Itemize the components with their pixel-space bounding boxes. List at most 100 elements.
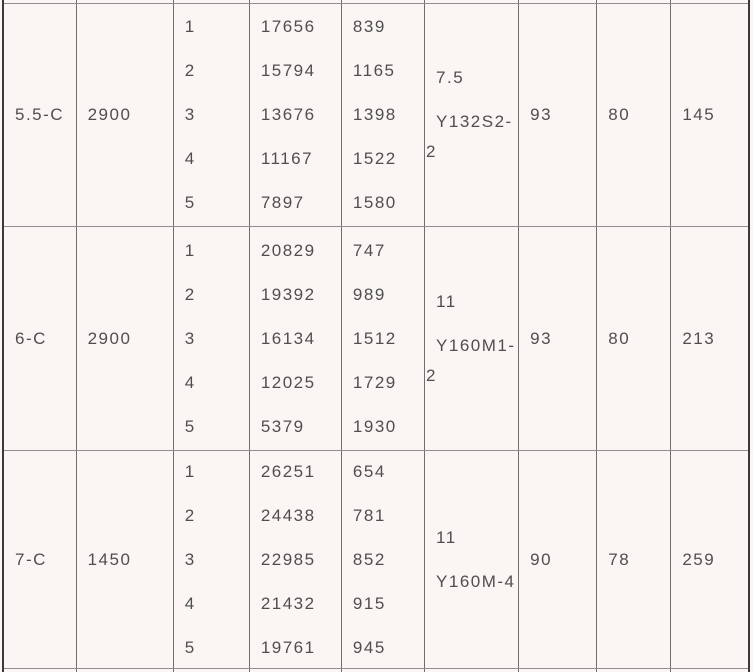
cell-line: 945 <box>352 637 386 657</box>
cell-line: 4 <box>184 149 196 168</box>
cell-line: 1930 <box>352 416 397 436</box>
cell-line: 4 <box>184 372 196 392</box>
cell-line: 2 <box>184 61 196 80</box>
speed-value: 2900 <box>87 105 132 124</box>
table-row: 5.5-C 2900 1 2 3 4 5 17656 15794 13676 1… <box>2 3 750 227</box>
table-cell <box>172 668 250 672</box>
cell-line: 1 <box>184 240 196 260</box>
point-number-cell: 1 2 3 4 5 <box>172 3 250 227</box>
cell-line: 2 <box>184 505 196 525</box>
motor-power: 11 <box>436 527 457 547</box>
values-b-cell: 747 989 1512 1729 1930 <box>340 226 426 451</box>
cell-line: 12025 <box>260 372 316 392</box>
model-cell: 6-C <box>2 226 77 451</box>
model-value: 5.5-C <box>15 105 65 124</box>
cell-line: 213 <box>682 328 716 348</box>
table-cell <box>518 668 598 672</box>
speed-cell: 2900 <box>75 3 174 227</box>
motor-model: Y160M-4 <box>436 571 516 591</box>
cell-line: 915 <box>352 593 386 613</box>
cell-line: 19761 <box>260 637 316 657</box>
cell-line: 852 <box>352 549 386 569</box>
value-cell-col8: 80 <box>596 226 672 451</box>
motor-cell: 7.5 Y132S2-2 <box>424 3 520 227</box>
cell-line: 4 <box>184 593 196 613</box>
motor-power: 7.5 <box>436 68 465 87</box>
cell-line: 1 <box>184 461 196 481</box>
cell-line: 1522 <box>352 149 397 168</box>
point-number-cell: 1 2 3 4 5 <box>172 226 250 451</box>
cell-line: 1398 <box>352 105 397 124</box>
cell-line: 5 <box>184 193 196 212</box>
table-cell <box>340 668 426 672</box>
values-a-cell: 26251 24438 22985 21432 19761 <box>248 450 342 669</box>
table-cell <box>248 668 342 672</box>
cell-line: 24438 <box>260 505 316 525</box>
cell-line: 17656 <box>260 17 316 36</box>
speed-cell: 2900 <box>75 226 174 451</box>
table-cell <box>670 668 750 672</box>
values-a-cell: 17656 15794 13676 11167 7897 <box>248 3 342 227</box>
cell-line: 781 <box>352 505 386 525</box>
cell-line: 80 <box>608 105 631 124</box>
motor-cell: 11 Y160M1-2 <box>424 226 520 451</box>
table-row-partial-bottom <box>2 668 750 672</box>
value-cell-col9: 213 <box>670 226 750 451</box>
motor-model: Y160M1-2 <box>426 335 516 385</box>
cell-line: 3 <box>184 105 196 124</box>
speed-value: 2900 <box>87 328 132 348</box>
cell-line: 11167 <box>260 149 314 168</box>
table-cell <box>2 668 77 672</box>
cell-line: 3 <box>184 328 196 348</box>
cell-line: 5 <box>184 416 196 436</box>
cell-line: 747 <box>352 240 386 260</box>
value-cell-col8: 80 <box>596 3 672 227</box>
value-cell-col8: 78 <box>596 450 672 669</box>
cell-line: 5379 <box>260 416 305 436</box>
model-value: 7-C <box>15 549 47 569</box>
value-cell-col9: 259 <box>670 450 750 669</box>
cell-line: 22985 <box>260 549 316 569</box>
cell-line: 3 <box>184 549 196 569</box>
motor-power: 11 <box>436 291 457 311</box>
cell-line: 654 <box>352 461 386 481</box>
value-cell-col7: 90 <box>518 450 598 669</box>
cell-line: 5 <box>184 637 196 657</box>
values-a-cell: 20829 19392 16134 12025 5379 <box>248 226 342 451</box>
cell-line: 1512 <box>352 328 397 348</box>
table-cell <box>75 668 174 672</box>
table-cell <box>596 668 672 672</box>
cell-line: 989 <box>352 284 386 304</box>
cell-line: 839 <box>352 17 386 36</box>
table-row: 6-C 2900 1 2 3 4 5 20829 19392 16134 120… <box>2 226 750 451</box>
value-cell-col7: 93 <box>518 3 598 227</box>
cell-line: 93 <box>530 105 553 124</box>
model-cell: 7-C <box>2 450 77 669</box>
cell-line: 19392 <box>260 284 316 304</box>
cell-line: 13676 <box>260 105 316 124</box>
speed-cell: 1450 <box>75 450 174 669</box>
table-cell <box>424 668 520 672</box>
cell-line: 259 <box>682 549 716 569</box>
values-b-cell: 654 781 852 915 945 <box>340 450 426 669</box>
cell-line: 2 <box>184 284 196 304</box>
model-value: 6-C <box>15 328 47 348</box>
model-cell: 5.5-C <box>2 3 77 227</box>
cell-line: 1580 <box>352 193 397 212</box>
values-b-cell: 839 1165 1398 1522 1580 <box>340 3 426 227</box>
table-row: 7-C 1450 1 2 3 4 5 26251 24438 22985 214… <box>2 450 750 669</box>
cell-line: 1 <box>184 17 196 36</box>
cell-line: 93 <box>530 328 553 348</box>
cell-line: 7897 <box>260 193 305 212</box>
motor-cell: 11 Y160M-4 <box>424 450 520 669</box>
cell-line: 1729 <box>352 372 397 392</box>
cell-line: 1165 <box>352 61 396 80</box>
motor-model: Y132S2-2 <box>426 112 513 161</box>
cell-line: 15794 <box>260 61 316 80</box>
cell-line: 26251 <box>260 461 316 481</box>
cell-line: 145 <box>682 105 716 124</box>
cell-line: 80 <box>608 328 631 348</box>
cell-line: 78 <box>608 549 631 569</box>
